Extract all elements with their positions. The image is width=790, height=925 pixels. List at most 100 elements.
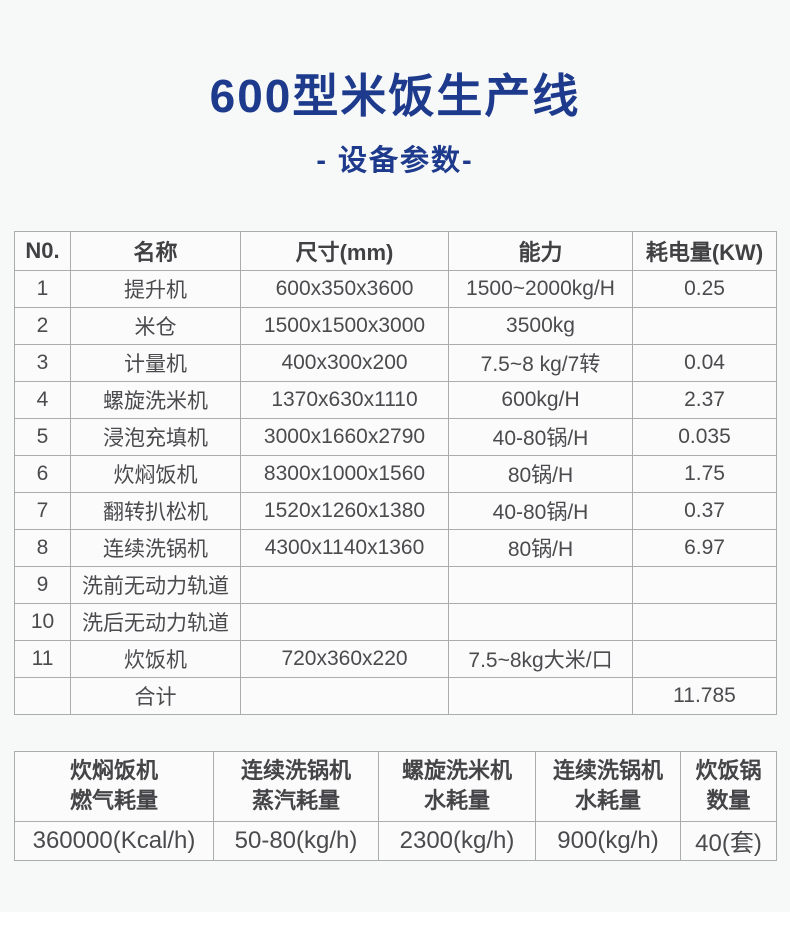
table-cell	[632, 306, 777, 345]
consumption-value-row: 360000(Kcal/h) 50-80(kg/h) 2300(kg/h) 900(k…	[14, 820, 777, 861]
column-header: 尺寸(mm)	[240, 230, 449, 271]
consumption-header-line: 连续洗锅机	[240, 758, 351, 784]
table-cell: 600kg/H	[448, 380, 633, 419]
consumption-column-header: 连续洗锅机 蒸汽耗量	[213, 750, 379, 822]
consumption-header-line: 连续洗锅机	[552, 758, 663, 784]
table-cell: 9	[14, 565, 71, 604]
bottom-strip	[0, 912, 790, 925]
table-cell: 6.97	[632, 528, 777, 567]
table-cell: 7	[14, 491, 71, 530]
table-cell: 3	[14, 343, 71, 382]
table-cell: 1520x1260x1380	[240, 491, 449, 530]
consumption-header-line: 蒸汽耗量	[251, 788, 340, 814]
consumption-header-line: 炊焖饭机	[69, 758, 158, 784]
table-cell	[448, 565, 633, 604]
table-cell: 3500kg	[448, 306, 633, 345]
table-cell: 7.5~8 kg/7转	[448, 343, 633, 382]
consumption-header-line: 水耗量	[423, 788, 490, 814]
table-row: 5 浸泡充填机 3000x1660x2790 40-80锅/H 0.035	[14, 417, 777, 456]
table-cell: 10	[14, 602, 71, 641]
table-cell: 400x300x200	[240, 343, 449, 382]
table-cell: 连续洗锅机	[70, 528, 241, 567]
table-cell	[14, 676, 71, 715]
consumption-value: 2300(kg/h)	[378, 820, 536, 861]
consumption-header-line: 燃气耗量	[69, 788, 158, 814]
table-row: 3 计量机 400x300x200 7.5~8 kg/7转 0.04	[14, 343, 777, 382]
table-cell	[632, 639, 777, 678]
table-cell: 1500x1500x3000	[240, 306, 449, 345]
table-cell	[632, 602, 777, 641]
table-cell: 计量机	[70, 343, 241, 382]
table-cell: 40-80锅/H	[448, 491, 633, 530]
equipment-parameters-table: N0. 名称 尺寸(mm) 能力 耗电量(KW) 1 提升机 600x350x3600 150…	[14, 230, 777, 715]
table-cell: 2.37	[632, 380, 777, 419]
table-cell: 2	[14, 306, 71, 345]
consumption-header-line: 螺旋洗米机	[401, 758, 512, 784]
table-cell: 炊饭机	[70, 639, 241, 678]
table-cell	[632, 565, 777, 604]
table-row: 1 提升机 600x350x3600 1500~2000kg/H 0.25	[14, 269, 777, 308]
table-cell: 5	[14, 417, 71, 456]
column-header: 名称	[70, 230, 241, 271]
consumption-table-body: 360000(Kcal/h) 50-80(kg/h) 2300(kg/h) 900(k…	[14, 820, 777, 861]
consumption-column-header: 炊焖饭机 燃气耗量	[14, 750, 214, 822]
consumption-value: 900(kg/h)	[535, 820, 681, 861]
table-cell: 0.37	[632, 491, 777, 530]
table-cell: 米仓	[70, 306, 241, 345]
consumption-value: 50-80(kg/h)	[213, 820, 379, 861]
table-row: 6 炊焖饭机 8300x1000x1560 80锅/H 1.75	[14, 454, 777, 493]
table-cell: 8	[14, 528, 71, 567]
table-row: 2 米仓 1500x1500x3000 3500kg	[14, 306, 777, 345]
consumption-header-line: 水耗量	[574, 788, 641, 814]
page-title: 600型米饭生产线	[209, 70, 581, 122]
consumption-header-row: 炊焖饭机 燃气耗量 连续洗锅机 蒸汽耗量 螺旋洗米机 水耗量 连续洗锅机 水耗量 炊饭锅 数量	[14, 750, 777, 822]
table-cell: 7.5~8kg大米/口	[448, 639, 633, 678]
table-cell: 80锅/H	[448, 528, 633, 567]
table-cell: 1500~2000kg/H	[448, 269, 633, 308]
consumption-table: 炊焖饭机 燃气耗量 连续洗锅机 蒸汽耗量 螺旋洗米机 水耗量 连续洗锅机 水耗量 炊饭锅 数量 3…	[14, 750, 777, 861]
table-cell	[448, 602, 633, 641]
table-cell: 11	[14, 639, 71, 678]
table-cell: 浸泡充填机	[70, 417, 241, 456]
table-cell	[240, 602, 449, 641]
table-cell: 0.035	[632, 417, 777, 456]
table-cell: 1370x630x1110	[240, 380, 449, 419]
table-cell: 炊焖饭机	[70, 454, 241, 493]
table-row: 4 螺旋洗米机 1370x630x1110 600kg/H 2.37	[14, 380, 777, 419]
table-row: 合计 11.785	[14, 676, 777, 715]
table-cell: 洗前无动力轨道	[70, 565, 241, 604]
page-subtitle: - 设备参数-	[316, 144, 474, 177]
consumption-header-line: 数量	[706, 788, 751, 814]
table-cell: 4	[14, 380, 71, 419]
main-header-row: N0. 名称 尺寸(mm) 能力 耗电量(KW)	[14, 230, 777, 271]
table-cell: 合计	[70, 676, 241, 715]
table-row: 11 炊饭机 720x360x220 7.5~8kg大米/口	[14, 639, 777, 678]
table-cell	[240, 676, 449, 715]
table-cell: 0.25	[632, 269, 777, 308]
main-table-head: N0. 名称 尺寸(mm) 能力 耗电量(KW)	[14, 230, 777, 271]
table-cell: 螺旋洗米机	[70, 380, 241, 419]
table-cell: 6	[14, 454, 71, 493]
table-cell: 提升机	[70, 269, 241, 308]
table-cell: 1.75	[632, 454, 777, 493]
table-cell: 0.04	[632, 343, 777, 382]
table-cell	[240, 565, 449, 604]
consumption-header-line: 炊饭锅	[695, 758, 762, 784]
consumption-column-header: 炊饭锅 数量	[680, 750, 777, 822]
consumption-value: 40(套)	[680, 820, 777, 861]
consumption-value: 360000(Kcal/h)	[14, 820, 214, 861]
table-cell: 600x350x3600	[240, 269, 449, 308]
consumption-table-head: 炊焖饭机 燃气耗量 连续洗锅机 蒸汽耗量 螺旋洗米机 水耗量 连续洗锅机 水耗量 炊饭锅 数量	[14, 750, 777, 822]
consumption-column-header: 连续洗锅机 水耗量	[535, 750, 681, 822]
column-header: 能力	[448, 230, 633, 271]
table-cell: 40-80锅/H	[448, 417, 633, 456]
table-cell: 720x360x220	[240, 639, 449, 678]
table-cell: 80锅/H	[448, 454, 633, 493]
table-cell: 1	[14, 269, 71, 308]
table-cell	[448, 676, 633, 715]
main-table-body: 1 提升机 600x350x3600 1500~2000kg/H 0.25 2 米仓 1500…	[14, 269, 777, 715]
table-row: 10 洗后无动力轨道	[14, 602, 777, 641]
consumption-column-header: 螺旋洗米机 水耗量	[378, 750, 536, 822]
table-cell: 洗后无动力轨道	[70, 602, 241, 641]
table-cell: 11.785	[632, 676, 777, 715]
